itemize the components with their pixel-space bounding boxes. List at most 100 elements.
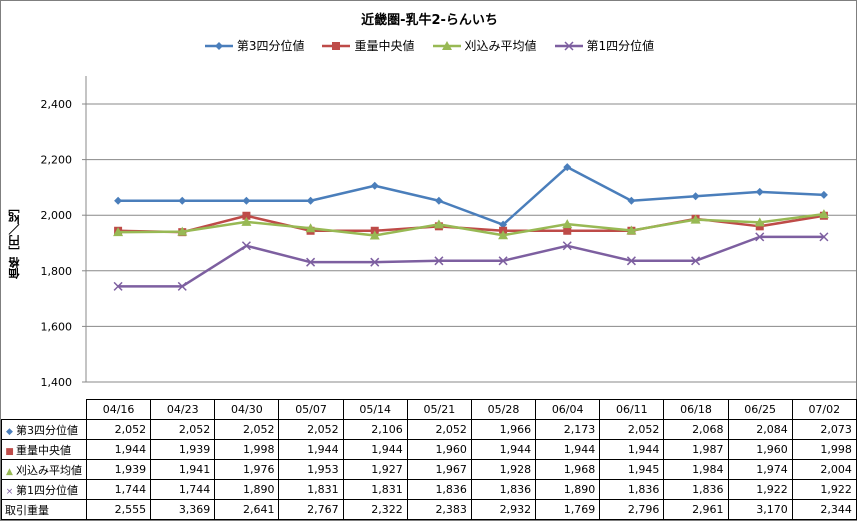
data-point [818, 209, 829, 219]
legend-item: 刈込み平均値 [432, 37, 537, 54]
data-point [369, 230, 380, 240]
table-cell: 1,998 [214, 439, 280, 460]
table-cell: 2,767 [278, 499, 344, 520]
data-point [306, 257, 316, 267]
data-table: 04/16 04/23 04/30 05/07 05/14 05/21 05/28 06/04… [1, 399, 857, 520]
data-point [177, 281, 187, 291]
data-point [434, 256, 444, 266]
table-cell: 1,927 [342, 459, 408, 480]
table-series-name: 重量中央値 [16, 443, 71, 457]
table-cell: 1,836 [470, 479, 537, 500]
table-cell: 1,974 [727, 459, 793, 480]
table-cell: 1,968 [535, 459, 601, 480]
table-cell: 2,322 [342, 499, 408, 520]
table-cell: 2,796 [599, 499, 665, 520]
table-cell: 1,836 [406, 479, 472, 500]
table-cell: 2,052 [214, 419, 280, 440]
table-row: × 第1四分位値 1,744 1,744 1,890 1,831 1,831 1,836 1,8… [1, 479, 857, 500]
series-line-3 [118, 212, 825, 237]
legend-swatch [204, 41, 233, 50]
table-cell: 1,945 [599, 459, 665, 480]
table-row: ◆ 第3四分位値 2,052 2,052 2,052 2,052 2,106 2,052 1,9… [1, 419, 857, 440]
data-point [563, 163, 572, 172]
table-cell: 1,953 [278, 459, 344, 480]
data-point [626, 256, 636, 266]
table-series-marker: ◆ [6, 426, 13, 437]
table-series-name: 刈込み平均値 [16, 463, 82, 477]
table-cell: 2,932 [470, 499, 537, 520]
table-cell: 3,369 [150, 499, 216, 520]
table-row-header: ◆ 第3四分位値 [1, 419, 87, 440]
table-series-name: 取引重量 [5, 503, 49, 517]
table-cell: 1,944 [85, 439, 152, 460]
table-cell: 1,922 [727, 479, 793, 500]
x-tick-label: 06/25 [727, 399, 793, 420]
data-point [498, 230, 509, 240]
table-cell: 2,052 [85, 419, 152, 440]
data-point [563, 226, 572, 235]
x-tick-label: 05/28 [470, 399, 537, 420]
table-cell: 2,641 [214, 499, 280, 520]
table-cell: 2,344 [791, 499, 857, 520]
table-cell: 2,073 [791, 419, 857, 440]
table-row: ■ 重量中央値 1,944 1,939 1,998 1,944 1,944 1,960 1,94… [1, 439, 857, 460]
data-point [370, 257, 380, 267]
table-cell: 1,944 [599, 439, 665, 460]
table-series-marker: ■ [5, 446, 14, 457]
chart-title: 近畿圏-乳牛2-らんいち [361, 13, 498, 28]
x-tick-label: 05/21 [406, 399, 472, 420]
x-tick-label: 04/30 [214, 399, 280, 420]
chart-legend: 第3四分位値 重量中央値 刈込み平均値 第1四分位値 [1, 37, 857, 54]
table-series-marker: × [5, 486, 14, 497]
table-cell: 1,944 [535, 439, 601, 460]
table-cell: 3,170 [727, 499, 793, 520]
data-point [691, 256, 701, 266]
data-point [562, 219, 573, 229]
data-point [306, 196, 315, 205]
data-point [241, 241, 251, 251]
table-cell: 1,960 [727, 439, 793, 460]
table-cell: 1,998 [791, 439, 857, 460]
data-point [755, 187, 764, 196]
x-tick-label: 06/11 [599, 399, 665, 420]
table-cell: 1,984 [663, 459, 729, 480]
table-cell: 2,084 [727, 419, 793, 440]
table-header-row: 04/16 04/23 04/30 05/07 05/14 05/21 05/28 06/04… [1, 399, 857, 420]
table-row: ▲ 刈込み平均値 1,939 1,941 1,976 1,953 1,927 1,967 1,9… [1, 459, 857, 480]
table-cell: 1,831 [278, 479, 344, 500]
x-tick-label: 04/23 [150, 399, 216, 420]
table-cell: 2,004 [791, 459, 857, 480]
table-row-header: × 第1四分位値 [1, 479, 87, 500]
table-cell: 1,890 [535, 479, 601, 500]
table-cell: 1,944 [470, 439, 537, 460]
table-series-marker: ▲ [6, 466, 13, 477]
table-cell: 1,928 [470, 459, 537, 480]
y-tick-label: 1,400 [41, 376, 73, 389]
legend-label: 第3四分位値 [236, 39, 305, 53]
table-cell: 1,744 [85, 479, 152, 500]
table-series-name: 第3四分位値 [16, 423, 78, 437]
table-cell: 2,383 [406, 499, 472, 520]
data-point [177, 226, 188, 236]
data-point [370, 181, 379, 190]
x-tick-label: 06/18 [663, 399, 729, 420]
data-point [819, 232, 829, 242]
data-point [114, 196, 123, 205]
data-point [691, 192, 700, 201]
data-point [113, 227, 124, 237]
data-point [499, 220, 508, 229]
legend-swatch [554, 40, 583, 51]
x-tick-label: 05/14 [342, 399, 408, 420]
table-cell: 1,744 [150, 479, 216, 500]
table-cell: 2,068 [663, 419, 729, 440]
legend-item: 第1四分位値 [554, 37, 654, 54]
data-point [178, 196, 187, 205]
data-point [242, 196, 251, 205]
table-cell: 2,052 [150, 419, 216, 440]
table-row-header: ▲ 刈込み平均値 [1, 459, 87, 480]
y-tick-label: 2,000 [41, 209, 73, 222]
series-line-4 [118, 235, 824, 288]
table-cell: 1,976 [214, 459, 280, 480]
legend-label: 重量中央値 [354, 39, 415, 53]
